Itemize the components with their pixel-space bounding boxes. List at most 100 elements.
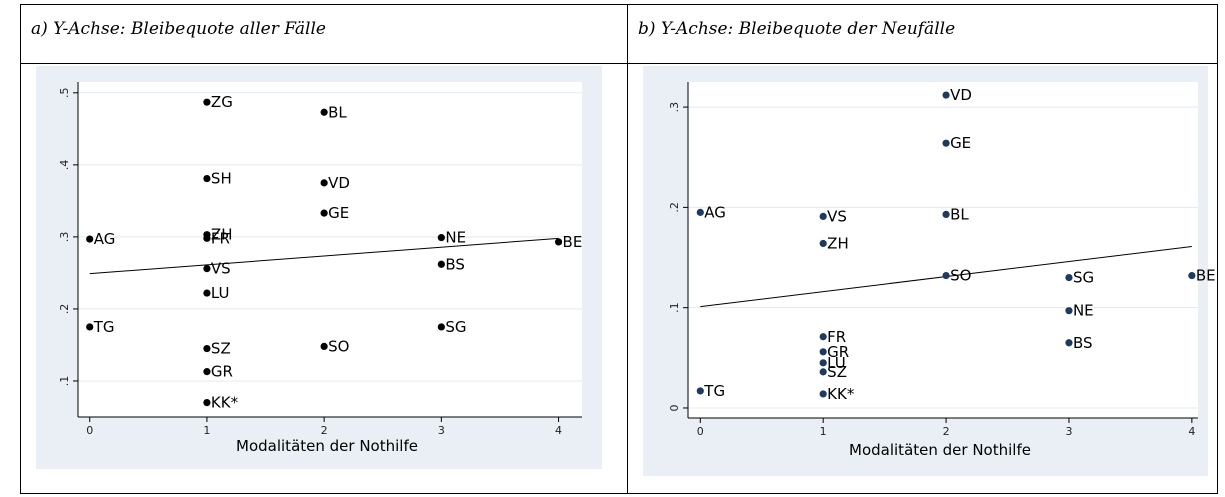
data-point: [437, 323, 445, 331]
x-tick-label: 2: [321, 424, 328, 437]
panel-divider: [627, 5, 628, 493]
data-point-label: BL: [328, 103, 347, 121]
panel-a-heading: a) Y-Achse: Bleibequote aller Fälle: [31, 19, 326, 39]
data-point: [86, 323, 94, 331]
data-point-label: VS: [827, 207, 847, 225]
y-tick-label: .3: [58, 232, 71, 243]
x-tick-label: 3: [438, 424, 445, 437]
data-point: [203, 398, 211, 407]
data-point-label: BS: [445, 255, 465, 273]
data-point: [819, 359, 827, 367]
data-point-label: SH: [211, 170, 232, 188]
data-point: [696, 387, 704, 395]
data-point-label: BE: [563, 233, 583, 251]
data-point: [942, 271, 950, 280]
data-point: [819, 239, 827, 248]
data-point-label: VD: [328, 174, 350, 192]
data-point-label: FR: [827, 328, 846, 346]
data-point-label: SZ: [211, 340, 231, 358]
x-tick-label: 4: [1188, 425, 1195, 438]
data-point-label: SZ: [827, 363, 847, 381]
data-point-label: TG: [93, 318, 115, 336]
data-point-label: TG: [703, 382, 725, 400]
x-tick-label: 3: [1065, 425, 1072, 438]
data-point: [942, 210, 950, 218]
data-point: [203, 264, 211, 273]
data-point: [437, 234, 445, 242]
data-point-label: ZH: [211, 226, 233, 244]
data-point-label: LU: [211, 284, 230, 302]
y-tick-label: .2: [668, 202, 681, 213]
y-tick-label: .5: [58, 88, 71, 99]
data-point-label: BE: [1196, 267, 1216, 285]
data-point: [942, 139, 950, 147]
data-point-label: ZG: [211, 93, 233, 111]
data-point: [819, 368, 827, 376]
data-point-label: VS: [211, 260, 231, 278]
data-point: [86, 235, 94, 243]
header-divider: [21, 63, 1217, 64]
data-point-label: GR: [211, 363, 233, 381]
x-tick-label: 0: [697, 425, 704, 438]
data-point-label: SG: [1073, 269, 1094, 287]
data-point: [203, 289, 211, 297]
data-point-label: LU: [827, 354, 846, 372]
data-point: [320, 108, 328, 116]
data-point-label: BL: [950, 205, 969, 223]
data-point-label: GR: [827, 343, 849, 361]
data-point-label: NE: [1073, 302, 1094, 320]
data-point: [203, 368, 211, 376]
y-tick-label: .1: [668, 302, 681, 313]
plot-area: [78, 82, 582, 417]
fit-line: [89, 237, 559, 275]
data-point: [942, 91, 950, 99]
y-tick-label: .4: [58, 160, 71, 171]
data-point: [554, 238, 563, 246]
data-point: [203, 98, 211, 106]
data-point-label: GE: [950, 134, 971, 152]
y-tick-label: .3: [668, 102, 681, 113]
data-point: [203, 174, 211, 183]
y-tick-label: .1: [58, 376, 71, 387]
x-tick-label: 4: [555, 424, 562, 437]
data-point: [320, 209, 328, 217]
data-point-label: FR: [211, 229, 230, 247]
data-point: [320, 179, 328, 187]
data-point: [819, 348, 827, 356]
data-point: [203, 344, 211, 353]
data-point: [819, 333, 827, 341]
data-point: [1065, 307, 1073, 315]
data-point: [320, 342, 328, 350]
x-tick-label: 1: [820, 425, 827, 438]
data-point-label: NE: [445, 229, 466, 247]
data-point-label: BS: [1073, 334, 1093, 352]
data-point-label: KK*: [211, 394, 239, 412]
data-point-label: KK*: [827, 385, 855, 403]
data-point: [1065, 273, 1073, 282]
y-tick-label: .2: [58, 304, 71, 315]
data-point-label: GE: [328, 204, 349, 222]
data-point: [1065, 339, 1073, 347]
data-point: [696, 208, 704, 216]
data-point-label: SO: [328, 337, 349, 355]
data-point: [819, 212, 827, 220]
data-point-label: VD: [950, 86, 972, 104]
data-point-label: ZH: [827, 234, 849, 252]
figure-frame: a) Y-Achse: Bleibequote aller Fälle b) Y…: [20, 4, 1218, 494]
y-tick-label: 0: [668, 404, 681, 411]
data-point-label: AG: [94, 230, 116, 248]
plot-area: [688, 82, 1198, 418]
x-axis-label: Modalitäten der Nothilfe: [236, 437, 418, 455]
x-tick-label: 1: [203, 424, 210, 437]
data-point-label: AG: [704, 203, 726, 221]
x-tick-label: 0: [86, 424, 93, 437]
data-point: [819, 390, 827, 398]
data-point-label: SO: [950, 267, 971, 285]
data-point: [437, 260, 445, 268]
x-axis-label: Modalitäten der Nothilfe: [849, 441, 1031, 459]
data-point-label: SG: [445, 318, 466, 336]
panel-b-heading: b) Y-Achse: Bleibequote der Neufälle: [638, 19, 956, 39]
data-point: [203, 234, 211, 242]
